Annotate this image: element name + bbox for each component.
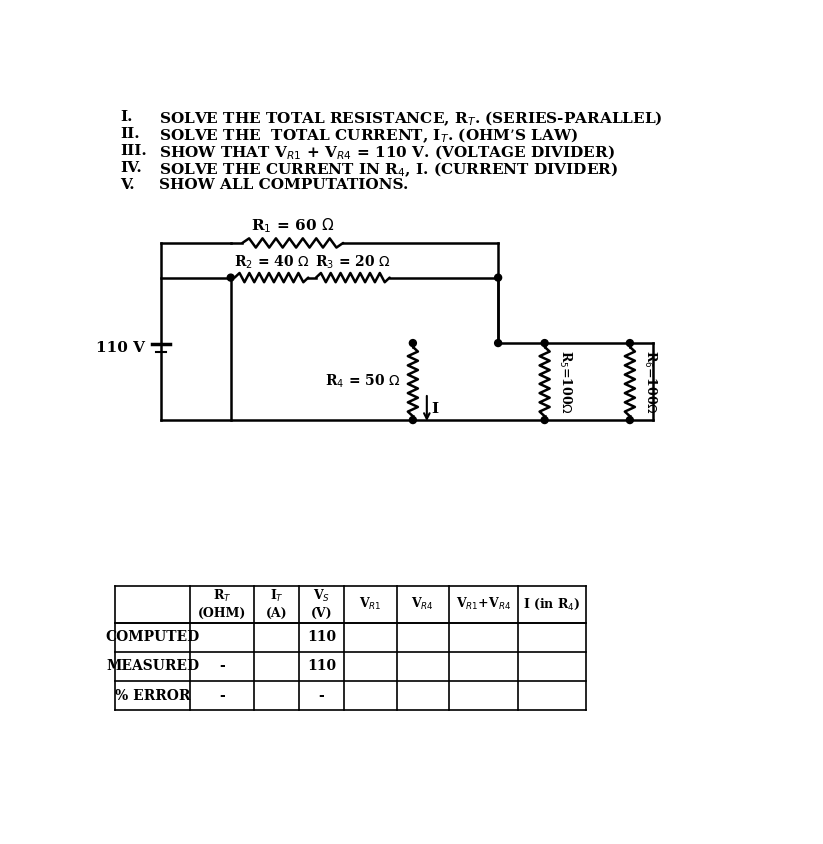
Text: V$_{R1}$: V$_{R1}$ [359,596,382,612]
Text: COMPUTED: COMPUTED [105,630,200,644]
Text: 110 V: 110 V [96,341,146,355]
Circle shape [495,274,501,281]
Text: -: - [220,659,226,674]
Text: I$_T$
(A): I$_T$ (A) [266,588,287,620]
Text: II.: II. [120,127,140,141]
Text: R$_5$=100$\Omega$: R$_5$=100$\Omega$ [557,349,573,414]
Text: R$_4$ = 50 $\Omega$: R$_4$ = 50 $\Omega$ [324,373,401,390]
Text: IV.: IV. [120,160,142,175]
Circle shape [409,339,416,347]
Text: -: - [220,689,226,703]
Text: SOLVE THE TOTAL RESISTANCE, R$_T$. (SERIES-PARALLEL): SOLVE THE TOTAL RESISTANCE, R$_T$. (SERI… [159,110,663,128]
Text: I.: I. [120,110,133,124]
Circle shape [542,339,548,347]
Text: SOLVE THE CURRENT IN R$_4$, I. (CURRENT DIVIDER): SOLVE THE CURRENT IN R$_4$, I. (CURRENT … [159,160,618,179]
Text: III.: III. [120,143,146,158]
Circle shape [227,274,235,281]
Text: R$_2$ = 40 $\Omega$: R$_2$ = 40 $\Omega$ [234,253,309,271]
Text: -: - [319,689,324,703]
Text: 110: 110 [307,659,336,674]
Text: V.: V. [120,177,134,192]
Text: MEASURED: MEASURED [106,659,199,674]
Text: V$_S$
(V): V$_S$ (V) [310,588,332,620]
Circle shape [626,417,634,424]
Text: SHOW THAT V$_{R1}$ + V$_{R4}$ = 110 V. (VOLTAGE DIVIDER): SHOW THAT V$_{R1}$ + V$_{R4}$ = 110 V. (… [159,143,615,162]
Text: SHOW ALL COMPUTATIONS.: SHOW ALL COMPUTATIONS. [159,177,408,192]
Text: R$_T$
(OHM): R$_T$ (OHM) [198,588,246,620]
Text: SOLVE THE  TOTAL CURRENT, I$_T$. (OHM’S LAW): SOLVE THE TOTAL CURRENT, I$_T$. (OHM’S L… [159,127,578,145]
Circle shape [495,339,501,347]
Text: R$_1$ = 60 $\Omega$: R$_1$ = 60 $\Omega$ [251,217,334,235]
Text: 110: 110 [307,630,336,644]
Circle shape [626,339,634,347]
Text: % ERROR: % ERROR [114,689,190,703]
Text: I (in R$_4$): I (in R$_4$) [523,597,580,612]
Text: V$_{R1}$+V$_{R4}$: V$_{R1}$+V$_{R4}$ [456,596,511,612]
Text: R$_3$ = 20 $\Omega$: R$_3$ = 20 $\Omega$ [315,253,391,271]
Text: I: I [431,402,439,415]
Circle shape [409,417,416,424]
Text: R$_6$=100$\Omega$: R$_6$=100$\Omega$ [642,349,658,414]
Circle shape [542,417,548,424]
Text: V$_{R4}$: V$_{R4}$ [412,596,435,612]
